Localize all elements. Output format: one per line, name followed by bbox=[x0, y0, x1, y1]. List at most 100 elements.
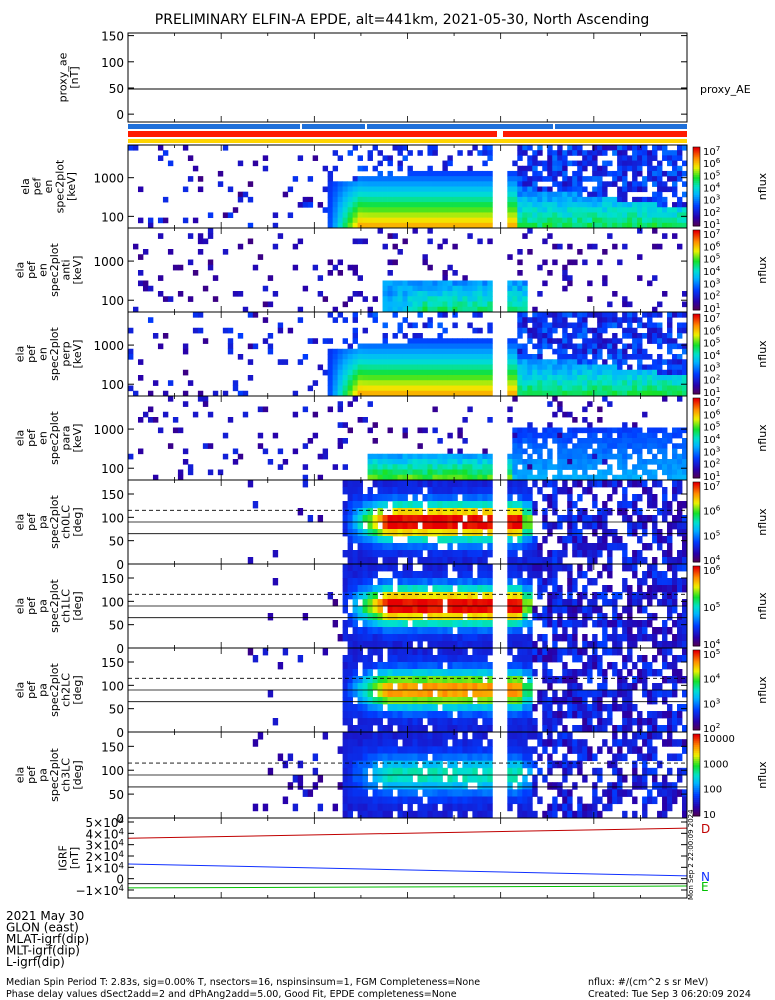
heatmap-cell bbox=[197, 390, 204, 397]
heatmap-cell bbox=[522, 599, 528, 607]
heatmap-cell bbox=[482, 170, 488, 177]
heatmap-cell bbox=[462, 494, 468, 502]
heatmap-cell bbox=[582, 448, 588, 455]
heatmap-cell bbox=[597, 145, 603, 151]
heatmap-cell bbox=[437, 343, 443, 350]
heatmap-cell bbox=[552, 427, 558, 434]
heatmap-cell bbox=[487, 291, 493, 297]
heatmap-cell bbox=[532, 390, 538, 397]
heatmap-cell bbox=[367, 697, 373, 705]
heatmap-cell bbox=[477, 181, 483, 187]
heatmap-cell bbox=[547, 676, 553, 684]
heatmap-cell bbox=[347, 697, 353, 705]
heatmap-cell bbox=[597, 536, 603, 544]
heatmap-cell bbox=[382, 285, 388, 292]
heatmap-cell bbox=[482, 571, 488, 579]
heatmap-cell bbox=[677, 343, 683, 350]
heatmap-cell bbox=[202, 443, 209, 449]
heatmap-cell bbox=[367, 150, 373, 156]
colorbar-segment bbox=[693, 386, 700, 389]
heatmap-cell bbox=[587, 443, 593, 449]
heatmap-cell bbox=[587, 207, 593, 213]
heatmap-cell bbox=[347, 620, 353, 628]
heatmap-cell bbox=[302, 464, 309, 470]
ylabel-line: spec2plot bbox=[48, 579, 61, 633]
heatmap-cell bbox=[387, 459, 393, 465]
heatmap-cell bbox=[537, 655, 543, 663]
heatmap-cell bbox=[627, 385, 633, 392]
heatmap-cell bbox=[397, 641, 403, 649]
heatmap-cell bbox=[382, 196, 388, 203]
heatmap-cell bbox=[432, 181, 438, 187]
heatmap-cell bbox=[187, 259, 194, 266]
heatmap-cell bbox=[617, 634, 623, 642]
heatmap-cell bbox=[407, 501, 413, 509]
heatmap-cell bbox=[642, 322, 648, 329]
heatmap-cell bbox=[407, 217, 413, 224]
heatmap-cell bbox=[422, 202, 428, 208]
heatmap-cell bbox=[557, 606, 563, 614]
heatmap-cell bbox=[422, 296, 428, 302]
heatmap-cell bbox=[577, 453, 583, 460]
heatmap-cell bbox=[582, 176, 588, 182]
heatmap-cell bbox=[642, 207, 648, 213]
heatmap-cell bbox=[607, 160, 613, 167]
heatmap-cell bbox=[592, 557, 598, 565]
heatmap-cell bbox=[382, 599, 388, 607]
heatmap-cell bbox=[487, 359, 493, 365]
heatmap-cell bbox=[437, 296, 443, 302]
heatmap-cell bbox=[582, 508, 588, 516]
heatmap-cell bbox=[487, 550, 493, 558]
heatmap-cell bbox=[437, 380, 443, 386]
heatmap-cell bbox=[637, 515, 643, 523]
heatmap-cell bbox=[437, 662, 443, 670]
heatmap-cell bbox=[472, 487, 478, 495]
heatmap-cell bbox=[552, 259, 558, 266]
heatmap-cell bbox=[652, 480, 658, 488]
heatmap-cell bbox=[397, 390, 403, 397]
heatmap-cell bbox=[427, 322, 433, 329]
heatmap-cell bbox=[622, 464, 628, 470]
heatmap-cell bbox=[437, 459, 443, 465]
heatmap-cell bbox=[617, 474, 623, 481]
heatmap-cell bbox=[552, 487, 558, 495]
colorbar-segment bbox=[693, 232, 700, 235]
heatmap-cell bbox=[512, 338, 518, 344]
heatmap-cell bbox=[472, 613, 478, 621]
heatmap-cell bbox=[347, 348, 353, 355]
colorbar-segment bbox=[693, 458, 700, 461]
heatmap-cell bbox=[487, 348, 493, 355]
colorbar-segment bbox=[693, 636, 700, 639]
heatmap-cell bbox=[432, 369, 438, 376]
heatmap-cell bbox=[402, 427, 408, 434]
heatmap-cell bbox=[402, 291, 408, 297]
heatmap-cell bbox=[427, 280, 433, 287]
heatmap-cell bbox=[602, 207, 608, 213]
heatmap-cell bbox=[592, 150, 598, 156]
heatmap-cell bbox=[427, 480, 433, 488]
heatmap-cell bbox=[637, 453, 643, 460]
colorbar-segment bbox=[693, 362, 700, 365]
heatmap-cell bbox=[667, 217, 673, 224]
heatmap-cell bbox=[337, 354, 344, 360]
heatmap-cell bbox=[457, 186, 463, 193]
heatmap-cell bbox=[372, 217, 378, 224]
heatmap-cell bbox=[617, 464, 623, 470]
heatmap-cell bbox=[507, 704, 513, 712]
heatmap-cell bbox=[682, 301, 688, 308]
heatmap-cell bbox=[372, 312, 378, 318]
heatmap-cell bbox=[437, 655, 443, 663]
heatmap-cell bbox=[637, 333, 643, 339]
ylabel-line: [deg] bbox=[71, 507, 84, 536]
heatmap-cell bbox=[412, 348, 418, 355]
heatmap-cell bbox=[507, 380, 513, 386]
heatmap-cell bbox=[467, 515, 473, 523]
heatmap-cell bbox=[557, 464, 563, 470]
heatmap-cell bbox=[642, 222, 648, 229]
heatmap-cell bbox=[402, 317, 408, 323]
heatmap-cell bbox=[642, 469, 648, 476]
heatmap-cell bbox=[462, 474, 468, 481]
heatmap-cell bbox=[247, 196, 254, 203]
heatmap-cell bbox=[527, 443, 533, 449]
heatmap-cell bbox=[397, 222, 403, 229]
